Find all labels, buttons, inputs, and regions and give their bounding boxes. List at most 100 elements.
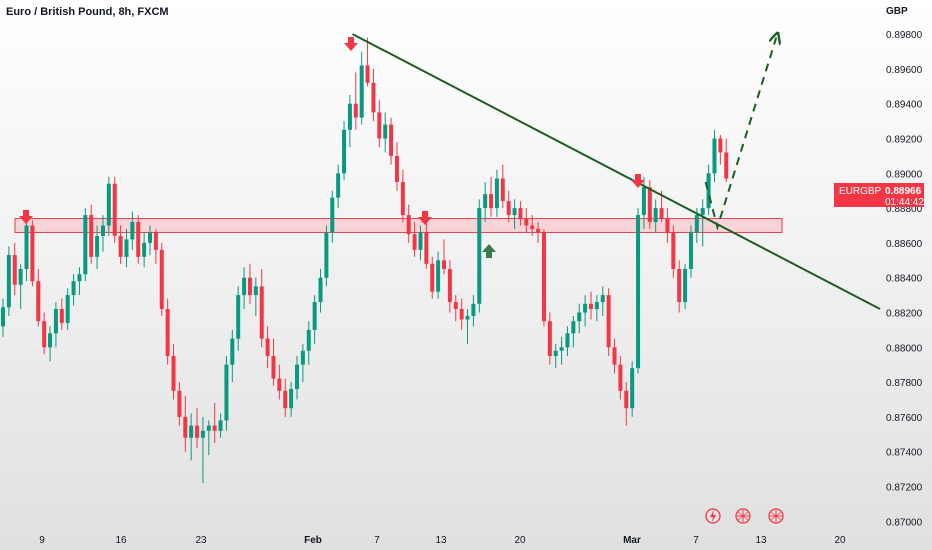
x-tick-label: 13 [435,535,447,546]
candle [412,222,417,257]
candle [559,336,564,365]
candle [677,260,682,313]
candle [124,228,129,268]
candle [683,263,688,310]
candle [53,302,58,348]
x-tick-label: 13 [755,535,767,546]
price-tag-price: 0.88966 [885,186,922,197]
candle [224,356,229,431]
candle [289,382,294,417]
price-tag-countdown: 01:44:42 [885,197,924,208]
lightning-icon[interactable] [705,508,721,524]
candle [630,361,635,417]
candle [406,204,411,243]
candle [571,315,576,348]
candle [83,208,88,282]
flag-icon-1[interactable] [735,508,751,524]
candle [424,222,429,269]
candle [489,176,494,217]
candle [206,420,211,456]
candle [18,263,23,310]
candle [153,228,158,264]
signal-markers [19,37,645,258]
candle [547,312,552,365]
candle [336,164,341,209]
candle [318,269,323,313]
candle [459,298,464,330]
candle [536,222,541,243]
candle [77,267,82,296]
candle [100,215,105,252]
candle [148,225,152,256]
candle [624,382,629,426]
candle [389,117,394,165]
forecast-path [704,38,777,231]
x-axis: 9 16 23 Feb 7 13 20 Mar 7 13 20 [39,535,846,546]
trendline[interactable] [352,33,881,310]
candle [700,199,705,247]
candle [159,242,164,316]
candle [230,329,235,383]
candle [494,169,499,217]
candle [606,288,611,356]
x-tick-label: 20 [514,535,526,546]
candle [471,295,476,327]
y-tick-label: 0.88000 [886,343,923,354]
candle [200,416,205,484]
candle [118,225,123,264]
candle [324,225,329,287]
x-tick-label: Feb [304,535,322,546]
candle [24,215,29,282]
y-tick-label: 0.88800 [886,204,923,215]
candle [42,312,47,355]
x-tick-label: 16 [115,535,127,546]
candle [442,239,446,275]
candle [653,199,658,233]
candle [400,169,405,223]
candle [265,326,270,369]
y-tick-label: 0.87400 [886,448,923,459]
y-tick-label: 0.88600 [886,239,923,250]
y-tick-label: 0.89200 [886,135,923,146]
candle [30,220,35,287]
candles-group [1,37,729,484]
candle [618,356,623,400]
candle [712,129,717,182]
candle [59,298,64,330]
candle [583,295,588,327]
sell-arrow-icon [344,37,358,51]
candle [247,263,252,304]
y-tick-label: 0.87800 [886,378,923,389]
candle [371,68,376,122]
candle [500,164,505,209]
candle [553,343,558,369]
price-tag-symbol: EURGBP [839,186,882,197]
candle [295,356,299,400]
candle [671,225,676,278]
candle [365,37,370,87]
candle [530,215,535,236]
candle [6,246,11,316]
currency-label: GBP [886,6,908,17]
candle [136,215,141,264]
candle [418,225,423,261]
x-tick-label: 20 [834,535,846,546]
flag-icon-2[interactable] [768,508,784,524]
candle [518,201,523,226]
candle [465,309,470,344]
candle [377,100,382,148]
candle [706,164,711,216]
candle [142,232,147,268]
y-tick-label: 0.89400 [886,100,923,111]
candle [271,338,276,386]
candle [300,343,305,383]
candle [277,364,282,400]
candle [283,378,288,417]
candle [342,121,347,181]
candle [483,182,488,223]
chart-title: Euro / British Pound, 8h, FXCM [6,6,169,18]
candle [512,199,517,229]
x-tick-label: Mar [623,535,641,546]
y-tick-label: 0.89000 [886,169,923,180]
